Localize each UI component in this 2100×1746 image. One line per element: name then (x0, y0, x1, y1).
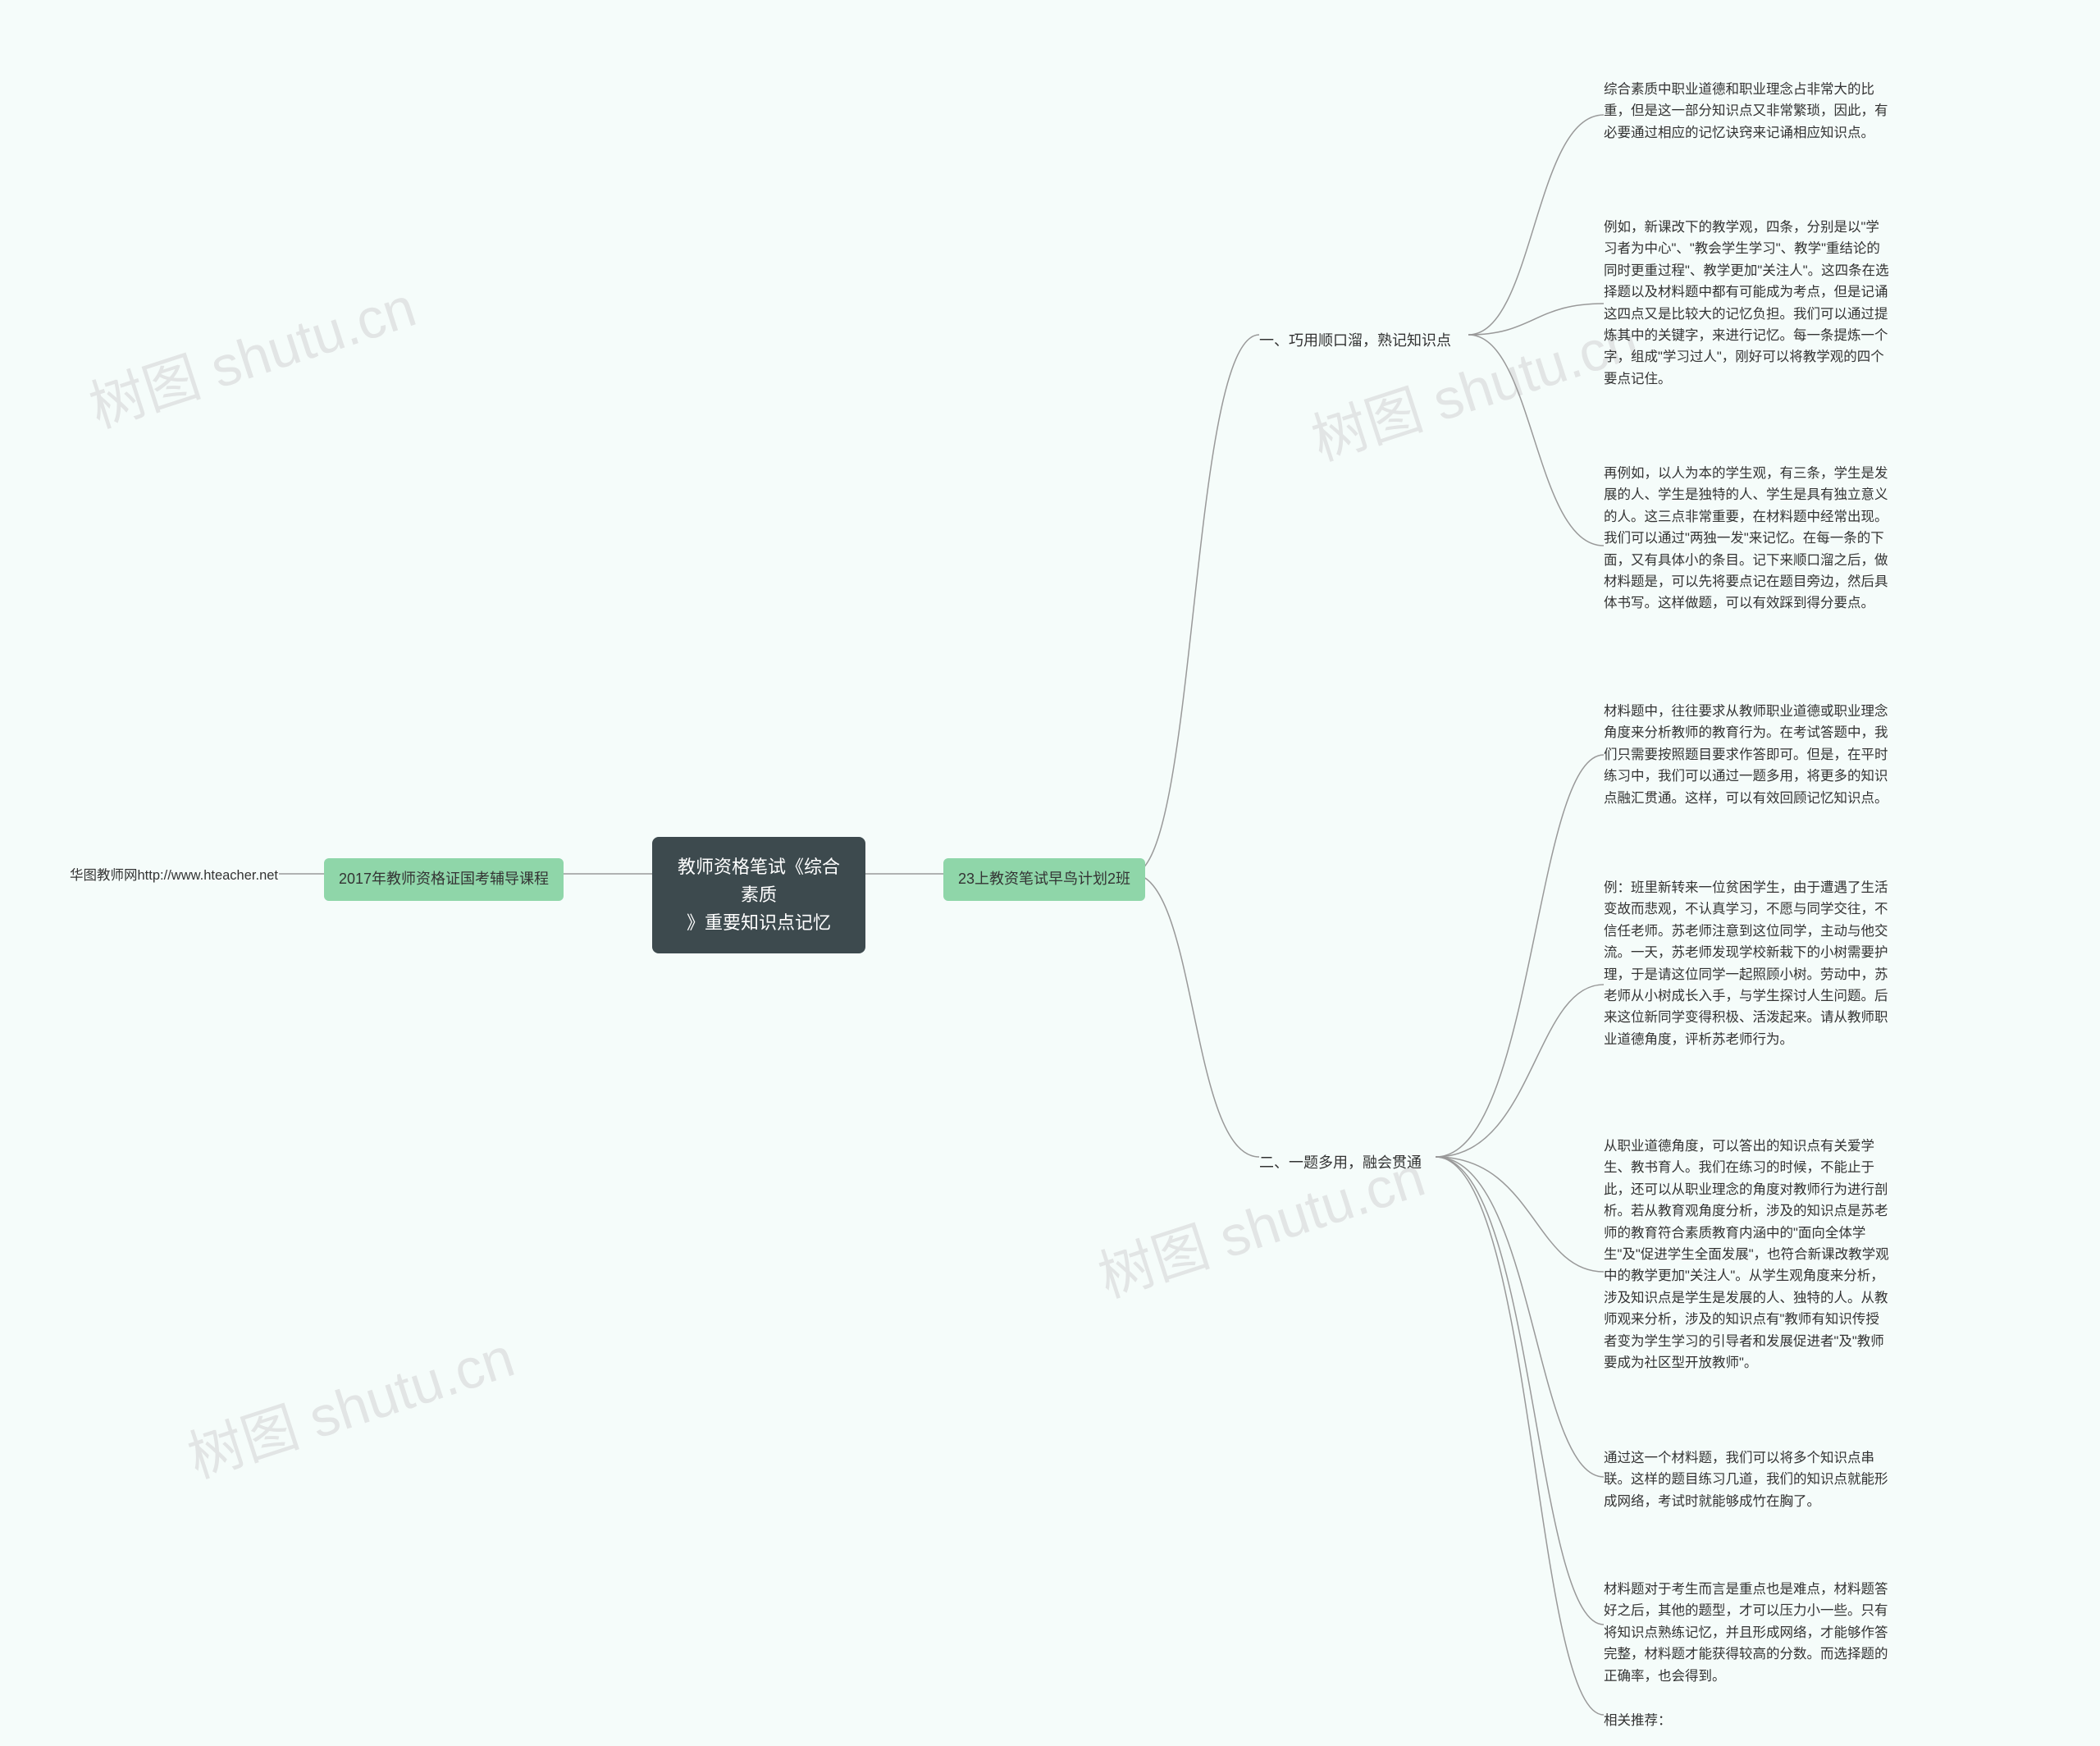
branch1-label: 一、巧用顺口溜，熟记知识点 (1259, 332, 1451, 349)
root-title-line1: 教师资格笔试《综合素质 (678, 857, 840, 905)
watermark: 树图 shutu.cn (78, 262, 424, 443)
branch2-leaf-4: 材料题对于考生而言是重点也是难点，材料题答好之后，其他的题型，才可以压力小一些。… (1604, 1575, 1891, 1690)
branch2-label: 二、一题多用，融会贯通 (1259, 1154, 1422, 1171)
watermark: 树图 shutu.cn (1300, 295, 1646, 476)
branch1-leaf-1: 例如，新课改下的教学观，四条，分别是以"学习者为中心"、"教会学生学习"、教学"… (1604, 213, 1891, 393)
branch2-leaf-1: 例：班里新转来一位贫困学生，由于遭遇了生活变故而悲观，不认真学习，不愿与同学交往… (1604, 874, 1891, 1054)
branch2-leaf-5: 相关推荐： (1604, 1707, 1672, 1735)
left-level2-label: 华图教师网http://www.hteacher.net (70, 868, 278, 883)
branch1-leaf-0: 综合素质中职业道德和职业理念占非常大的比重，但是这一部分知识点又非常繁琐，因此，… (1604, 75, 1891, 147)
left-level1-label: 2017年教师资格证国考辅导课程 (339, 871, 549, 887)
branch2-node[interactable]: 二、一题多用，融会贯通 (1259, 1149, 1422, 1178)
root-title-line2: 》重要知识点记忆 (687, 912, 831, 933)
branch2-leaf-3: 通过这一个材料题，我们可以将多个知识点串联。这样的题目练习几道，我们的知识点就能… (1604, 1444, 1891, 1515)
branch2-leaf-2: 从职业道德角度，可以答出的知识点有关爱学生、教书育人。我们在练习的时候，不能止于… (1604, 1132, 1891, 1377)
left-level2-node[interactable]: 华图教师网http://www.hteacher.net (70, 862, 278, 889)
branch1-node[interactable]: 一、巧用顺口溜，熟记知识点 (1259, 327, 1451, 356)
root-node[interactable]: 教师资格笔试《综合素质 》重要知识点记忆 (652, 837, 865, 953)
watermark: 树图 shutu.cn (176, 1312, 523, 1493)
branch1-leaf-2: 再例如，以人为本的学生观，有三条，学生是发展的人、学生是独特的人、学生是具有独立… (1604, 459, 1891, 618)
left-level1-node[interactable]: 2017年教师资格证国考辅导课程 (324, 858, 564, 901)
branch2-leaf-0: 材料题中，往往要求从教师职业道德或职业理念角度来分析教师的教育行为。在考试答题中… (1604, 697, 1891, 812)
right-level1-node[interactable]: 23上教资笔试早鸟计划2班 (943, 858, 1145, 901)
right-level1-label: 23上教资笔试早鸟计划2班 (958, 871, 1130, 887)
